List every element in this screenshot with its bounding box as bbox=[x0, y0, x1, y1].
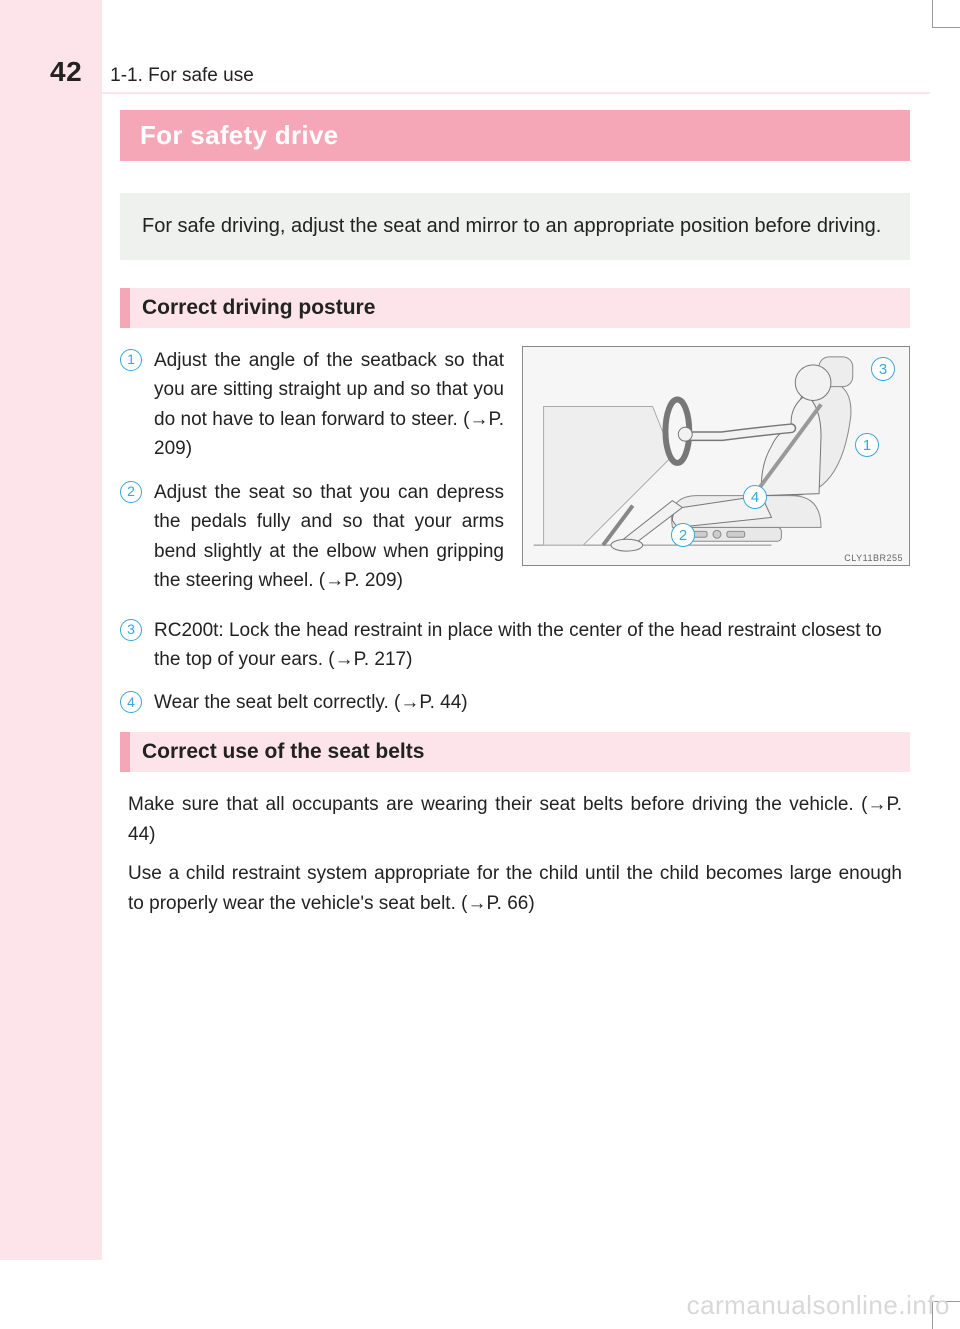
number-circle-4-icon: 4 bbox=[120, 691, 142, 713]
subsection-posture-heading: Correct driving posture bbox=[142, 296, 375, 320]
list-text: Adjust the seat so that you can depress … bbox=[154, 478, 504, 596]
header-rule bbox=[0, 92, 930, 94]
page-number: 42 bbox=[50, 56, 82, 88]
watermark-text: carmanualsonline.info bbox=[687, 1290, 950, 1321]
list-item: 2 Adjust the seat so that you can depres… bbox=[120, 478, 504, 596]
number-circle-1-icon: 1 bbox=[120, 349, 142, 371]
number-circle-2-icon: 2 bbox=[120, 481, 142, 503]
subsection-posture-bar: Correct driving posture bbox=[120, 288, 910, 328]
list-item: 1 Adjust the angle of the seatback so th… bbox=[120, 346, 504, 464]
section-title: For safety drive bbox=[120, 110, 910, 161]
chapter-label: 1-1. For safe use bbox=[110, 65, 254, 87]
figure-callout-4-icon: 4 bbox=[743, 485, 767, 509]
number-circle-3-icon: 3 bbox=[120, 619, 142, 641]
list-text: Adjust the angle of the seatback so that… bbox=[154, 346, 504, 464]
posture-row: 1 Adjust the angle of the seatback so th… bbox=[120, 346, 910, 610]
posture-list-narrow: 1 Adjust the angle of the seatback so th… bbox=[120, 346, 504, 610]
figure-callout-3-icon: 3 bbox=[871, 357, 895, 381]
figure-code: CLY11BR255 bbox=[844, 553, 903, 563]
seatbelt-paragraph-1: Make sure that all occupants are wearing… bbox=[128, 790, 902, 851]
list-text: RC200t: Lock the head restraint in place… bbox=[154, 616, 910, 675]
intro-box: For safe driving, adjust the seat and mi… bbox=[120, 193, 910, 260]
crop-mark-top-right bbox=[932, 0, 960, 28]
page-content: For safety drive For safe driving, adjus… bbox=[120, 110, 910, 927]
left-pink-sidebar bbox=[0, 0, 102, 1260]
driving-posture-figure: 3 1 4 2 CLY11BR255 bbox=[522, 346, 910, 566]
list-text: Wear the seat belt correctly. (→P. 44) bbox=[154, 688, 910, 717]
figure-callout-1-icon: 1 bbox=[855, 433, 879, 457]
seatbelt-paragraph-2: Use a child restraint system appropriate… bbox=[128, 859, 902, 920]
figure-callout-2-icon: 2 bbox=[671, 523, 695, 547]
figure-column: 3 1 4 2 CLY11BR255 bbox=[522, 346, 910, 610]
driver-illustration-icon bbox=[523, 347, 909, 565]
subsection-seatbelts-heading: Correct use of the seat belts bbox=[142, 740, 424, 764]
list-item: 4 Wear the seat belt correctly. (→P. 44) bbox=[120, 688, 910, 717]
posture-list-full: 3 RC200t: Lock the head restraint in pla… bbox=[120, 616, 910, 718]
subsection-seatbelts-bar: Correct use of the seat belts bbox=[120, 732, 910, 772]
page-header: 42 1-1. For safe use bbox=[50, 56, 900, 88]
list-item: 3 RC200t: Lock the head restraint in pla… bbox=[120, 616, 910, 675]
